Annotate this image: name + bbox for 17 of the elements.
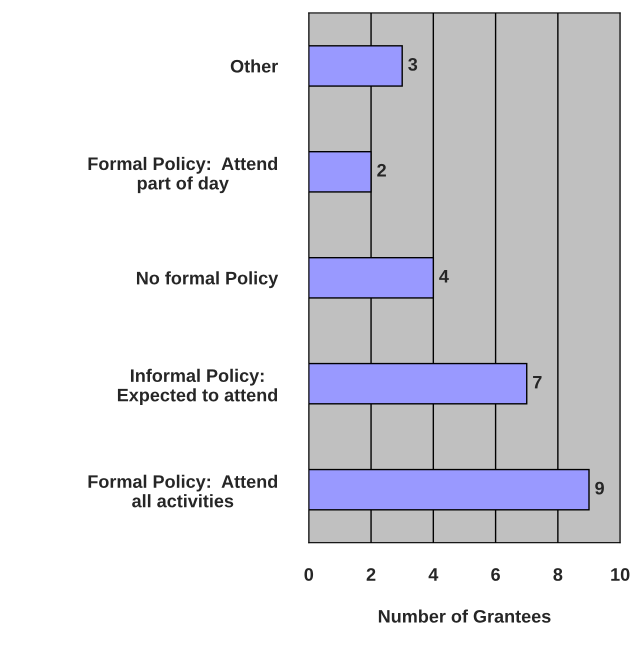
y-tick-label: Formal Policy: Attend part of day (88, 156, 278, 194)
data-label: 9 (595, 482, 604, 495)
data-label: 7 (533, 376, 542, 388)
y-tick-label: Informal Policy: Expected to attend (118, 368, 278, 406)
data-label: 3 (408, 58, 418, 71)
x-tick-label: 6 (491, 568, 500, 581)
data-label: 2 (377, 164, 386, 177)
x-tick-label: 2 (366, 568, 376, 581)
x-tick-label: 4 (428, 568, 438, 581)
x-axis-title: Number of Grantees (378, 609, 551, 623)
data-label: 4 (439, 270, 449, 282)
y-tick-label: No formal Policy (136, 271, 278, 288)
x-tick-label: 8 (553, 568, 562, 581)
x-tick-label: 10 (611, 568, 630, 581)
x-tick-label: 0 (304, 568, 314, 581)
y-tick-label: Formal Policy: Attend all activities (88, 474, 278, 508)
y-tick-label: Other (230, 59, 278, 73)
